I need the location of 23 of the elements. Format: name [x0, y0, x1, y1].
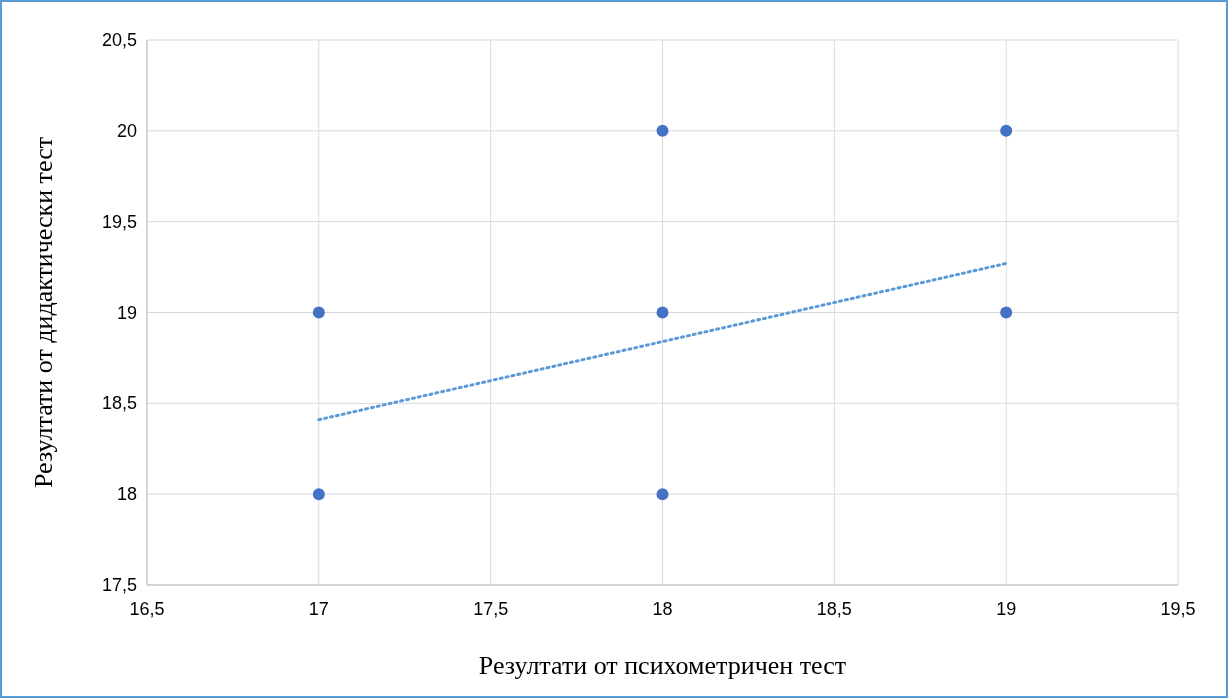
- x-tick-label: 19: [996, 599, 1017, 619]
- x-tick-label: 17: [308, 599, 329, 619]
- y-tick-label: 17,5: [101, 575, 137, 595]
- point: [1000, 306, 1013, 319]
- x-tick-label: 18,5: [816, 599, 852, 619]
- x-tick-label: 16,5: [129, 599, 165, 619]
- x-tick-label: 17,5: [473, 599, 509, 619]
- y-tick-label: 18,5: [101, 393, 137, 414]
- point: [656, 488, 669, 501]
- point: [656, 306, 669, 319]
- x-axis-title: Резултати от психометричен тест: [478, 651, 847, 680]
- y-tick-label: 19: [116, 302, 137, 323]
- y-tick-label: 19,5: [101, 211, 137, 232]
- y-axis-title: Резултати от дидактически тест: [29, 136, 58, 489]
- x-tick-label: 18: [652, 599, 673, 619]
- point: [1000, 124, 1013, 137]
- point: [312, 488, 325, 501]
- point: [312, 306, 325, 319]
- point: [656, 124, 669, 137]
- y-tick-label: 20,5: [101, 30, 137, 50]
- y-tick-label: 20: [116, 120, 137, 141]
- y-tick-label: 18: [116, 484, 137, 505]
- x-tick-label: 19,5: [1160, 599, 1196, 619]
